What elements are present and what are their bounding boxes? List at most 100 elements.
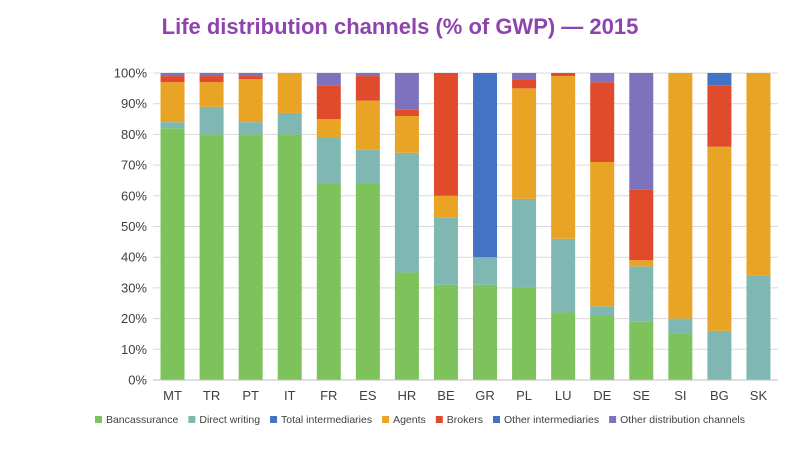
y-tick-label: 20%: [121, 311, 147, 326]
bar-segment-es-direct-writing: [355, 149, 380, 184]
y-tick-label: 30%: [121, 280, 147, 295]
bar-segment-pl-agents: [512, 88, 537, 199]
bar-segment-hr-bancassurance: [394, 272, 419, 380]
x-tick-label: PT: [242, 388, 259, 403]
y-tick-label: 90%: [121, 96, 147, 111]
bar-segment-it-direct-writing: [277, 112, 302, 135]
bar-segment-es-bancassurance: [355, 183, 380, 380]
bar-segment-fr-brokers: [316, 85, 341, 120]
legend-swatch: [270, 416, 278, 423]
x-tick-label: PL: [516, 388, 532, 403]
bar-segment-tr-other-distribution-channels: [199, 73, 224, 77]
legend-swatch: [492, 416, 500, 423]
y-tick-label: 40%: [121, 250, 147, 265]
bar-segment-be-brokers: [433, 73, 458, 196]
bar-segment-es-brokers: [355, 76, 380, 101]
y-tick-label: 50%: [121, 219, 147, 234]
bar-segment-hr-agents: [394, 115, 419, 153]
bar-segment-hr-other-distribution-channels: [394, 73, 419, 110]
bar-segment-tr-bancassurance: [199, 134, 224, 380]
bar-segment-hr-direct-writing: [394, 152, 419, 273]
bar-segment-si-bancassurance: [668, 333, 693, 380]
bar-segment-de-direct-writing: [590, 306, 615, 316]
bar-segment-gr-total-intermediaries: [473, 73, 498, 258]
bar-segment-pl-direct-writing: [512, 198, 537, 288]
y-tick-label: 100%: [114, 66, 148, 81]
y-tick-label: 70%: [121, 158, 147, 173]
bar-segment-de-brokers: [590, 82, 615, 163]
bar-segment-se-bancassurance: [629, 321, 654, 380]
bar-segment-si-agents: [668, 73, 693, 319]
bar-segment-mt-agents: [160, 82, 185, 123]
y-tick-label: 80%: [121, 127, 147, 142]
bar-segment-lu-agents: [551, 76, 576, 239]
bar-segment-be-bancassurance: [433, 284, 458, 380]
bar-segment-lu-direct-writing: [551, 238, 576, 313]
bar-segment-mt-other-distribution-channels: [160, 73, 185, 77]
y-tick-label: 0%: [128, 373, 147, 388]
x-tick-label: LU: [555, 388, 572, 403]
legend-swatch: [609, 416, 617, 423]
x-tick-label: GR: [475, 388, 495, 403]
bar-segment-fr-bancassurance: [316, 183, 341, 380]
bar-segment-pl-bancassurance: [512, 287, 537, 380]
x-tick-label: ES: [359, 388, 377, 403]
bar-segment-es-agents: [355, 100, 380, 150]
x-tick-label: FR: [320, 388, 337, 403]
bar-segment-fr-agents: [316, 119, 341, 138]
bar-segment-lu-brokers: [551, 73, 576, 77]
legend-label-brokers: Brokers: [447, 414, 483, 426]
bar-segment-lu-bancassurance: [551, 312, 576, 380]
bar-segment-bg-direct-writing: [707, 330, 732, 380]
legend-swatch: [382, 416, 390, 423]
bar-segment-pt-other-distribution-channels: [238, 73, 263, 77]
bar-segment-bg-other-intermediaries: [707, 73, 732, 86]
legend-label-direct-writing: Direct writing: [199, 414, 260, 426]
bar-segment-it-bancassurance: [277, 134, 302, 380]
x-tick-label: DE: [593, 388, 611, 403]
x-tick-label: BE: [437, 388, 455, 403]
bar-segment-pt-bancassurance: [238, 134, 263, 380]
bar-segment-si-direct-writing: [668, 318, 693, 334]
bar-segment-se-direct-writing: [629, 266, 654, 322]
y-tick-label: 10%: [121, 342, 147, 357]
bar-segment-gr-bancassurance: [473, 284, 498, 380]
bar-segment-pt-brokers: [238, 76, 263, 80]
y-tick-label: 60%: [121, 188, 147, 203]
x-tick-label: TR: [203, 388, 220, 403]
bar-segment-sk-direct-writing: [746, 275, 771, 380]
bar-segment-pt-direct-writing: [238, 122, 263, 135]
bar-segment-se-other-distribution-channels: [629, 73, 654, 190]
bar-segment-bg-agents: [707, 146, 732, 331]
x-tick-label: SE: [633, 388, 651, 403]
bar-segment-pt-agents: [238, 79, 263, 123]
bar-segment-be-agents: [433, 195, 458, 218]
bar-segment-sk-agents: [746, 73, 771, 276]
x-tick-label: MT: [163, 388, 182, 403]
bar-segment-tr-brokers: [199, 76, 224, 83]
bar-segment-mt-bancassurance: [160, 128, 185, 380]
x-tick-label: HR: [398, 388, 417, 403]
bar-segment-se-agents: [629, 260, 654, 267]
legend-swatch: [94, 416, 102, 423]
bar-segment-se-brokers: [629, 189, 654, 261]
bar-segment-de-agents: [590, 162, 615, 307]
bar-segment-mt-direct-writing: [160, 122, 185, 129]
bar-segment-bg-brokers: [707, 85, 732, 147]
legend-label-bancassurance: Bancassurance: [106, 414, 179, 426]
x-tick-label: SK: [750, 388, 768, 403]
x-tick-label: SI: [674, 388, 686, 403]
x-tick-label: IT: [284, 388, 296, 403]
legend-label-total-intermediaries: Total intermediaries: [281, 414, 372, 426]
bars: [160, 73, 771, 380]
bar-segment-tr-agents: [199, 82, 224, 107]
bar-segment-fr-direct-writing: [316, 137, 341, 184]
legend-swatch: [188, 416, 196, 423]
x-tick-label: BG: [710, 388, 729, 403]
bar-segment-de-bancassurance: [590, 315, 615, 380]
bar-segment-es-other-distribution-channels: [355, 73, 380, 77]
bar-segment-tr-direct-writing: [199, 106, 224, 135]
bar-segment-mt-brokers: [160, 76, 185, 83]
legend-label-agents: Agents: [393, 414, 426, 426]
